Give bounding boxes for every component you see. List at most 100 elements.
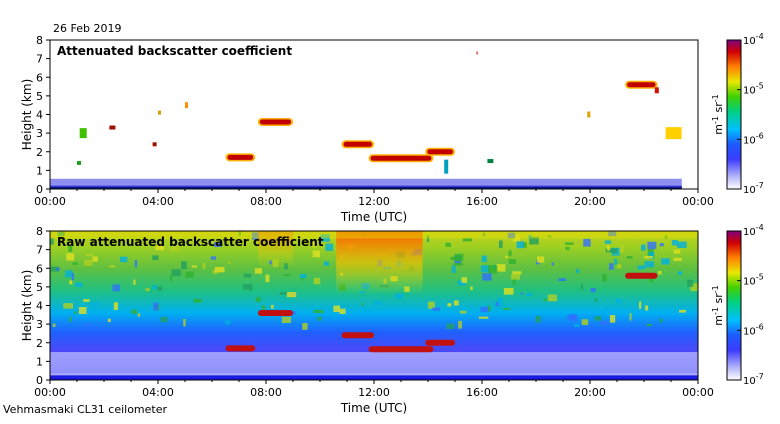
y-tick-label: 5	[36, 90, 43, 103]
low-backscatter-layer	[50, 178, 682, 189]
noise-cell	[155, 245, 165, 251]
noise-cell	[109, 265, 115, 268]
noise-cell	[320, 234, 330, 242]
noise-cell	[316, 316, 322, 321]
noise-cell	[551, 262, 554, 266]
noise-cell	[279, 292, 287, 295]
y-axis-label: Height (km)	[20, 270, 34, 341]
noise-cell	[507, 232, 516, 239]
noise-cell	[547, 235, 552, 238]
noise-cell	[606, 306, 610, 310]
noise-cell	[673, 249, 681, 254]
y-tick-label: 3	[36, 318, 43, 331]
noise-cell	[543, 298, 548, 301]
colorbar-tick-exponent: -5	[756, 82, 764, 91]
raw-cloud-layer-1	[341, 332, 374, 339]
noise-cell	[535, 315, 541, 323]
noise-cell	[83, 323, 93, 327]
noise-cell	[594, 316, 602, 321]
noise-cell	[243, 273, 252, 278]
noise-cell	[71, 272, 74, 281]
noise-cell	[512, 271, 522, 275]
noise-cell	[446, 323, 455, 329]
noise-cell	[251, 232, 260, 240]
colorbar-unit-sr: sr	[712, 102, 725, 116]
noise-cell	[66, 253, 75, 261]
noise-cell	[580, 283, 584, 290]
y-tick-label: 0	[36, 374, 43, 387]
noise-cell	[120, 256, 128, 263]
colorbar-tick-base: 10	[743, 86, 756, 97]
noise-cell	[496, 264, 506, 272]
x-axis-label: Time (UTC)	[340, 401, 407, 415]
noise-cell	[614, 258, 618, 265]
y-tick-label: 1	[36, 355, 43, 368]
noise-cell	[453, 300, 459, 306]
noise-cell	[480, 306, 490, 313]
colorbar-unit-m: m	[712, 315, 725, 326]
noise-cell	[202, 262, 206, 270]
noise-cell	[459, 310, 467, 314]
noise-cell	[313, 309, 324, 314]
noise-cell	[677, 241, 687, 248]
y-tick-label: 7	[36, 244, 43, 257]
noise-cell	[505, 255, 509, 259]
noise-cell	[302, 322, 308, 330]
colorbar-tick-base: 10	[743, 326, 756, 337]
noise-cell	[583, 238, 591, 247]
colorbar-tick-base: 10	[743, 36, 756, 47]
colorbar-tick-exponent: -6	[756, 322, 764, 331]
noise-cell	[661, 258, 670, 265]
noise-cell	[283, 274, 291, 277]
noise-cell	[157, 286, 163, 291]
noise-cell	[447, 303, 452, 307]
noise-cell	[75, 282, 83, 288]
noise-cell	[145, 288, 150, 292]
y-tick-label: 5	[36, 281, 43, 294]
noise-cell	[478, 316, 489, 319]
scatter-echo-1	[77, 160, 81, 165]
y-tick-label: 2	[36, 146, 43, 159]
noise-cell	[300, 274, 307, 279]
noise-cell	[185, 271, 194, 278]
noise-hot-region-2	[257, 231, 293, 269]
noise-cell	[261, 305, 266, 311]
colorbar-tick-label: 10-5	[743, 273, 764, 288]
scatter-echo-2	[109, 125, 116, 130]
noise-cell	[210, 256, 217, 260]
noise-cell	[312, 250, 321, 258]
noise-cell	[160, 316, 168, 323]
x-tick-label: 20:00	[574, 386, 606, 399]
noise-cell	[659, 243, 664, 247]
noise-cell	[529, 236, 539, 245]
y-tick-label: 8	[36, 34, 43, 47]
noise-cell	[520, 292, 523, 295]
noise-cell	[191, 265, 197, 268]
noise-cell	[671, 240, 678, 246]
noise-cell	[291, 311, 296, 316]
noise-cell	[395, 293, 404, 299]
noise-cell	[629, 313, 632, 321]
noise-cell	[616, 298, 622, 304]
scatter-echo-11	[476, 51, 478, 55]
noise-cell	[609, 263, 614, 270]
noise-cell	[313, 277, 321, 285]
cloud-core-5	[227, 154, 254, 160]
noise-cell	[131, 309, 138, 314]
noise-cell	[170, 274, 173, 282]
noise-cell	[426, 235, 430, 242]
colorbar-tick-base: 10	[743, 376, 756, 387]
scatter-echo-7	[665, 127, 682, 140]
scatter-echo-9	[444, 159, 449, 174]
noise-cell	[65, 270, 73, 278]
colorbar-tick-exponent: -5	[756, 273, 764, 282]
y-axis-label: Height (km)	[20, 79, 34, 150]
noise-cell	[107, 318, 111, 323]
x-tick-label: 08:00	[250, 386, 282, 399]
x-tick-label: 00:00	[682, 386, 714, 399]
y-tick-label: 1	[36, 164, 43, 177]
noise-cell	[312, 241, 318, 248]
x-tick-label: 00:00	[34, 386, 66, 399]
colorbar-tick-label: 10-6	[743, 322, 764, 337]
